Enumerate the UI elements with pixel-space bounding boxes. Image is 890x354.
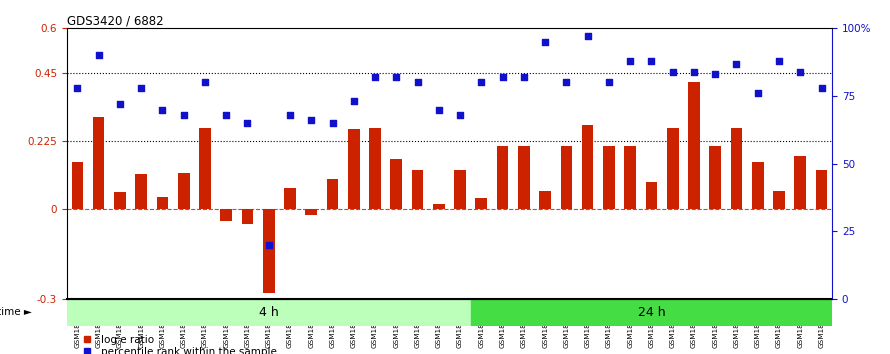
Point [198,80,212,85]
Point [730,61,744,66]
Legend: log e ratio, percentile rank within the sample: log e ratio, percentile rank within the … [72,331,281,354]
Text: time ►: time ► [0,307,32,318]
Bar [93,117,104,209]
Bar [773,191,785,209]
Bar [561,146,572,209]
Point [496,74,510,80]
Bar [391,159,402,209]
Point [304,118,319,123]
Point [453,112,467,118]
Bar [412,170,424,209]
Bar [433,204,445,209]
Point [70,85,85,91]
Point [262,242,276,248]
Bar [241,209,254,224]
Point [687,69,701,74]
Point [559,80,573,85]
Bar [667,128,678,209]
Bar [454,170,466,209]
Point [814,85,829,91]
Point [580,34,595,39]
Bar [815,170,828,209]
Bar [263,209,275,293]
Bar [114,192,125,209]
Point [793,69,807,74]
Point [156,107,170,113]
Bar [157,197,168,209]
Point [708,72,723,77]
Point [326,120,340,126]
Bar [688,82,700,209]
Bar [795,156,806,209]
Point [92,53,106,58]
Bar [71,162,84,209]
Bar [603,146,615,209]
Bar [178,173,190,209]
Bar [497,146,508,209]
Point [623,58,637,64]
Bar [645,182,658,209]
Bar [305,209,317,215]
Point [389,74,403,80]
Bar [731,128,742,209]
Bar [135,174,147,209]
Point [134,85,149,91]
Point [644,58,659,64]
Bar [369,128,381,209]
Bar [539,191,551,209]
Bar [709,146,721,209]
Text: GDS3420 / 6882: GDS3420 / 6882 [67,14,164,27]
Point [368,74,382,80]
Point [113,101,127,107]
Point [347,99,361,104]
Point [240,120,255,126]
Bar [348,129,360,209]
Bar [752,162,764,209]
Point [517,74,531,80]
Bar [284,188,295,209]
Point [283,112,297,118]
Point [432,107,446,113]
Text: 24 h: 24 h [637,306,665,319]
Point [474,80,489,85]
Bar [624,146,636,209]
Bar [471,299,832,326]
Point [538,39,552,45]
Point [666,69,680,74]
Point [772,58,786,64]
Point [750,91,765,96]
Text: 4 h: 4 h [259,306,279,319]
Bar [582,125,594,209]
Point [219,112,233,118]
Bar [199,128,211,209]
Point [410,80,425,85]
Bar [475,198,487,209]
Bar [327,179,338,209]
Bar [518,146,530,209]
Bar [221,209,232,221]
Point [176,112,190,118]
Bar [67,299,471,326]
Point [602,80,616,85]
